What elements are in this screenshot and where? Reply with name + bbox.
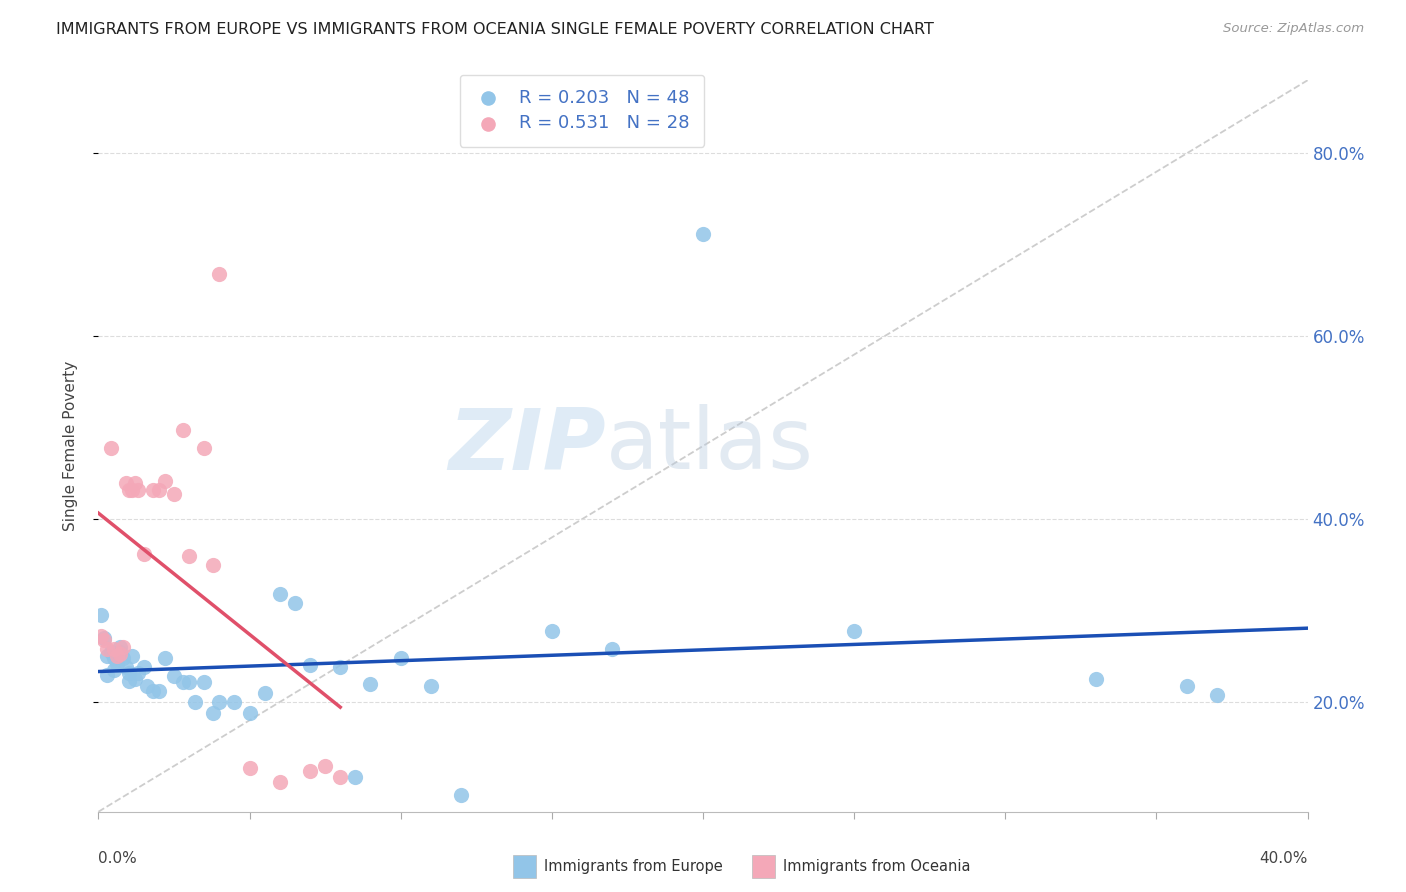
Point (284, 596, 307, 610)
Point (172, 674, 194, 689)
Point (692, 227, 714, 241)
Legend: R = 0.203   N = 48, R = 0.531   N = 28: R = 0.203 N = 48, R = 0.531 N = 28 (460, 75, 704, 147)
Point (389, 651, 412, 665)
Point (124, 475, 146, 490)
Text: Immigrants from Europe: Immigrants from Europe (544, 859, 723, 874)
Point (208, 267, 231, 281)
Point (153, 474, 176, 488)
Point (132, 547, 155, 561)
Point (103, 663, 125, 677)
Point (344, 770, 367, 784)
Text: IMMIGRANTS FROM EUROPE VS IMMIGRANTS FROM OCEANIA SINGLE FEMALE POVERTY CORRELAT: IMMIGRANTS FROM EUROPE VS IMMIGRANTS FRO… (56, 22, 934, 37)
Text: Source: ZipAtlas.com: Source: ZipAtlas.com (1223, 22, 1364, 36)
Point (1085, 672, 1108, 686)
Point (420, 679, 443, 693)
Point (96, 649, 118, 664)
Point (193, 441, 215, 455)
Point (108, 640, 131, 655)
Point (202, 558, 225, 572)
Point (111, 640, 134, 655)
Point (239, 706, 262, 720)
Point (148, 483, 170, 497)
Point (239, 761, 262, 775)
Point (127, 483, 149, 497)
Point (100, 441, 122, 455)
Point (299, 658, 322, 673)
Point (105, 657, 128, 671)
Point (118, 483, 141, 497)
Point (148, 684, 170, 698)
Point (127, 665, 149, 680)
Point (90, 608, 112, 623)
Point (172, 423, 194, 437)
Point (224, 695, 246, 709)
Point (100, 645, 122, 659)
Point (179, 549, 201, 563)
Point (193, 674, 215, 689)
Point (1175, 679, 1198, 693)
Point (360, 676, 382, 690)
Point (114, 475, 136, 490)
Point (253, 686, 276, 700)
Point (124, 672, 146, 686)
Point (108, 645, 131, 659)
Point (96, 667, 118, 681)
Point (103, 642, 125, 657)
Point (93, 631, 115, 645)
Point (118, 665, 141, 680)
Point (314, 759, 336, 773)
Point (1206, 688, 1229, 702)
Point (184, 695, 207, 709)
Point (108, 648, 131, 662)
Point (118, 673, 141, 688)
Y-axis label: Single Female Poverty: Single Female Poverty (63, 361, 77, 531)
Point (121, 483, 143, 497)
Point (540, 624, 562, 638)
Point (93, 632, 115, 647)
Point (208, 695, 231, 709)
Point (844, 624, 866, 638)
Point (299, 764, 322, 778)
Point (111, 651, 134, 665)
Point (329, 660, 352, 674)
Point (269, 587, 291, 601)
Point (132, 660, 155, 674)
Point (96, 642, 118, 657)
Point (153, 651, 176, 665)
Point (202, 706, 225, 720)
Point (163, 669, 186, 683)
Point (329, 770, 352, 784)
Text: ZIP: ZIP (449, 404, 606, 488)
Point (269, 775, 291, 789)
Point (142, 483, 165, 497)
Point (121, 649, 143, 664)
Point (602, 642, 624, 657)
Point (142, 684, 165, 698)
Point (135, 679, 157, 693)
Point (103, 651, 125, 665)
Text: atlas: atlas (606, 404, 814, 488)
Point (450, 789, 472, 803)
Point (90, 629, 112, 643)
Point (114, 660, 136, 674)
Point (105, 649, 128, 664)
Text: 0.0%: 0.0% (98, 851, 138, 865)
Point (179, 674, 201, 689)
Text: 40.0%: 40.0% (1260, 851, 1308, 865)
Point (163, 486, 186, 500)
Text: Immigrants from Oceania: Immigrants from Oceania (783, 859, 970, 874)
